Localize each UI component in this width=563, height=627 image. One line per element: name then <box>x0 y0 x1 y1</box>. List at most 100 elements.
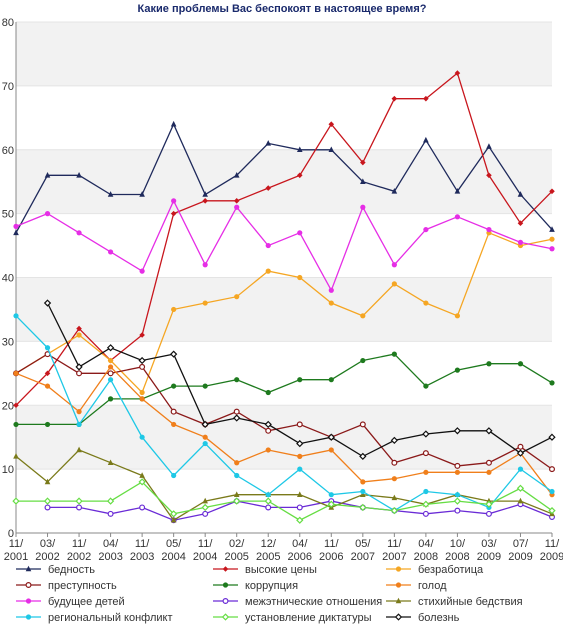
data-point <box>234 460 240 466</box>
data-point <box>76 409 82 415</box>
data-point <box>44 504 51 511</box>
data-point <box>549 226 555 232</box>
x-tick-label-year: 2004 <box>161 551 185 563</box>
legend-swatch-marker <box>25 581 32 588</box>
data-point <box>265 447 271 453</box>
data-point <box>423 226 429 233</box>
data-point <box>233 491 240 497</box>
data-point <box>454 469 461 475</box>
legend-item: будущее детей <box>16 596 125 608</box>
legend-item: коррупция <box>213 580 298 592</box>
legend-item: межэтнические отношения <box>213 596 382 608</box>
data-point <box>454 187 461 194</box>
legend-swatch-marker <box>395 582 402 588</box>
data-point <box>265 268 271 274</box>
data-point <box>328 121 335 127</box>
data-point <box>75 497 83 505</box>
data-point <box>517 443 524 450</box>
y-tick-label: 60 <box>2 145 14 157</box>
data-point <box>297 274 303 281</box>
data-point <box>423 95 429 102</box>
data-point <box>233 497 241 505</box>
x-tick-label-month: 11/ <box>72 538 87 550</box>
data-point <box>486 497 492 504</box>
data-point <box>360 159 366 166</box>
data-point <box>422 450 429 457</box>
data-point <box>171 306 177 313</box>
series-0 <box>13 120 555 236</box>
data-point <box>265 389 271 396</box>
data-point <box>44 421 51 428</box>
data-point <box>549 188 555 195</box>
x-tick-label-year: 2002 <box>35 551 59 563</box>
data-point <box>296 172 303 179</box>
data-point <box>107 364 114 370</box>
legend-swatch-marker <box>222 582 229 588</box>
data-point <box>391 351 397 357</box>
data-point <box>297 377 303 383</box>
legend-item: стихийные бедствия <box>386 596 523 608</box>
x-tick-label-month: 11/ <box>9 538 24 550</box>
data-point <box>107 396 114 402</box>
data-point <box>296 491 303 497</box>
data-point <box>360 479 366 485</box>
data-point <box>12 497 20 505</box>
data-point <box>549 488 555 495</box>
data-point <box>327 500 335 508</box>
y-axis-ticks: 0 10 20 30 40 50 60 70 80 <box>2 17 14 540</box>
data-point <box>202 510 209 517</box>
series-line <box>15 231 553 394</box>
data-point <box>391 187 398 194</box>
legend: бедность высокие цены безработица преступно… <box>16 564 523 624</box>
data-point <box>359 503 367 512</box>
legend-item: бедность <box>16 564 95 576</box>
series-10 <box>12 478 556 524</box>
series-7 <box>44 498 555 524</box>
x-tick-label-month: 11/ <box>545 538 560 550</box>
data-point <box>485 459 492 466</box>
data-point <box>517 466 524 472</box>
data-point <box>453 497 462 505</box>
data-point <box>360 204 366 210</box>
legend-swatch-marker <box>25 598 32 604</box>
data-point <box>171 383 177 389</box>
data-point <box>391 262 397 268</box>
data-point <box>391 281 397 287</box>
data-point <box>360 488 366 495</box>
x-tick-label-month: 02/ <box>229 538 245 550</box>
x-tick-label-year: 2005 <box>256 551 280 563</box>
data-point <box>264 497 272 505</box>
data-point <box>296 504 303 511</box>
x-tick-label-year: 2005 <box>224 551 248 563</box>
data-point <box>486 226 492 233</box>
x-tick-label-year: 2006 <box>319 551 343 563</box>
x-tick-label-month: 05/ <box>166 538 182 550</box>
data-point <box>485 500 493 508</box>
x-tick-label-year: 2001 <box>4 551 28 563</box>
data-point <box>75 363 83 371</box>
data-point <box>202 198 208 204</box>
data-point <box>44 383 51 389</box>
data-point <box>296 516 304 524</box>
data-point <box>233 414 241 422</box>
x-tick-label-month: 03/ <box>481 538 497 550</box>
x-tick-label-year: 2009 <box>540 551 563 563</box>
data-point <box>139 396 145 402</box>
data-point <box>327 433 335 441</box>
data-point <box>107 377 114 383</box>
data-point <box>76 325 82 332</box>
data-point <box>76 172 82 178</box>
grid-band <box>16 22 552 86</box>
data-point <box>13 229 19 236</box>
data-point <box>265 504 272 511</box>
data-point <box>548 506 556 515</box>
series-group <box>12 70 556 524</box>
series-11 <box>43 299 556 460</box>
data-point <box>76 370 83 377</box>
data-point <box>328 377 334 383</box>
y-tick-label: 70 <box>2 81 14 93</box>
data-point <box>454 462 461 469</box>
data-point <box>423 300 429 306</box>
x-tick-label-year: 2007 <box>351 551 375 563</box>
data-point <box>44 172 51 178</box>
